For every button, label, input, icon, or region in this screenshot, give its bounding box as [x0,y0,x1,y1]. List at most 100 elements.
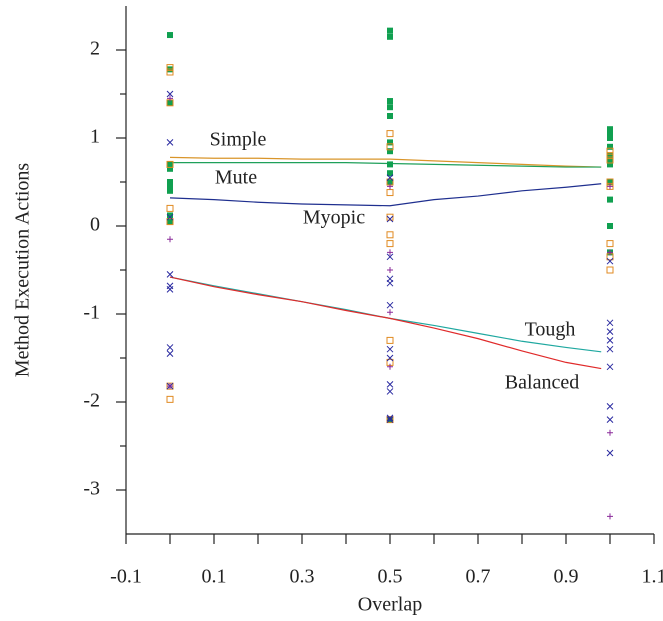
point [607,513,613,520]
point [386,279,394,287]
point [167,183,173,190]
point [607,130,613,137]
point [166,68,174,76]
point [167,218,173,225]
x-tick-label: 0.5 [378,566,403,588]
line-series [169,276,602,370]
point [386,174,394,181]
point [387,27,393,34]
point [607,126,613,133]
point [167,161,173,168]
point [386,215,394,223]
point [386,253,394,261]
point [606,345,614,353]
point [167,179,173,185]
point [167,187,173,194]
point [386,143,394,151]
line-series [169,183,602,207]
point [386,354,394,362]
point [387,267,393,273]
point [606,257,614,265]
point [166,344,174,351]
point [387,161,393,168]
point [167,236,173,243]
x-tick-label: 0.9 [554,566,579,588]
y-tick-label: 0 [90,214,100,236]
y-tick-label: 1 [90,126,100,148]
point [386,416,394,423]
line-label: Simple [210,129,267,151]
point [166,139,174,146]
point [606,147,614,155]
point [606,266,614,274]
point [386,416,394,424]
point [166,395,174,403]
point [607,183,613,190]
point [607,157,613,163]
point [387,139,393,146]
point [607,196,613,203]
point [386,414,394,422]
point [166,90,174,98]
point [387,104,393,111]
point [607,152,613,159]
y-tick-label: -2 [83,390,100,412]
point [386,301,394,309]
point [386,240,394,248]
point [387,170,393,177]
point [387,183,393,190]
point [387,249,393,256]
point [606,328,614,335]
point [386,345,394,353]
point [387,33,393,40]
point [606,152,614,160]
point [386,189,394,197]
point [166,286,174,293]
point [166,218,174,226]
y-tick-label: -3 [83,478,100,500]
point [167,95,173,102]
point [606,240,614,248]
y-tick-label: 2 [90,38,100,60]
point [386,381,394,388]
point [607,429,613,436]
line-series [169,276,602,353]
point [387,363,393,370]
point [166,160,174,168]
line-label: Tough [525,319,576,341]
point [386,388,394,395]
point [607,249,613,256]
point [386,130,394,138]
line-label: Balanced [505,372,579,394]
point [606,449,614,457]
point [606,156,614,164]
y-axis-label: Method Execution Actions [12,163,34,378]
point [167,99,173,106]
x-tick-label: 1.1 [642,566,663,588]
point [387,179,393,185]
point [167,165,173,172]
point [387,98,393,105]
x-tick-label: -0.1 [110,566,142,588]
point [166,64,174,72]
point [386,213,394,221]
point [606,403,614,410]
point [166,271,174,278]
point [167,383,173,390]
x-axis-label: Overlap [358,594,422,616]
point [166,213,174,221]
point [166,350,174,357]
point [386,336,394,344]
point [387,113,393,119]
point [607,179,613,185]
line-label: Myopic [303,207,365,229]
point [606,363,614,371]
point [607,223,613,229]
point [167,32,173,39]
point [387,148,393,155]
point [387,309,393,316]
point [606,416,614,423]
point [386,231,394,239]
x-tick-label: 0.7 [466,566,491,588]
